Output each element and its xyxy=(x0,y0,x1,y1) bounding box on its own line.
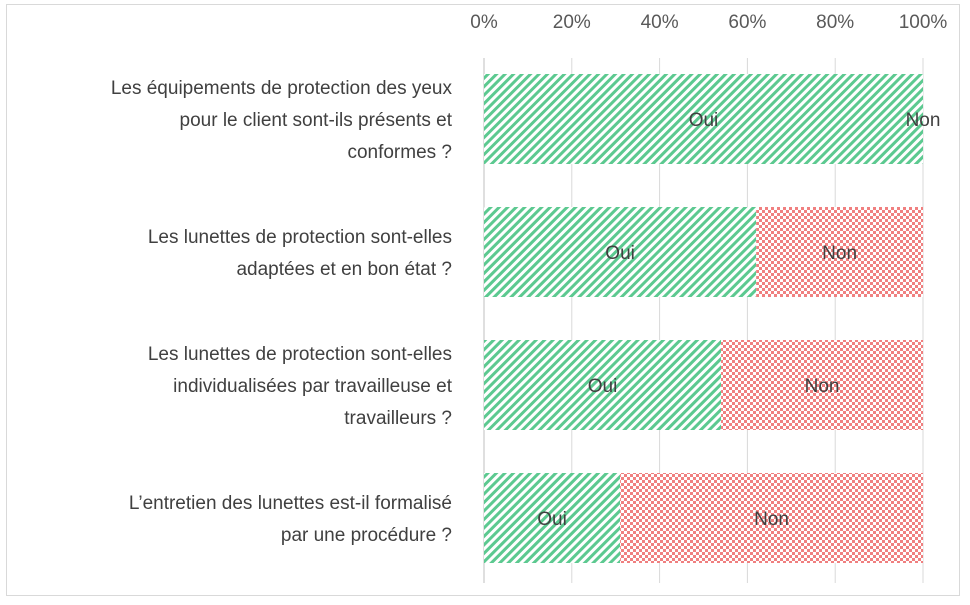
category-label: Les lunettes de protection sont-elles xyxy=(148,344,452,365)
data-label-oui: Oui xyxy=(605,243,635,264)
category-label: pour le client sont-ils présents et xyxy=(180,110,453,131)
data-label-non: Non xyxy=(822,243,857,264)
x-tick-label: 20% xyxy=(553,12,591,33)
category-label: adaptées et en bon état ? xyxy=(236,259,452,280)
data-label-oui: Oui xyxy=(588,376,618,397)
x-tick-label: 40% xyxy=(641,12,679,33)
bar-segment-oui xyxy=(484,74,923,164)
bar-segment-oui xyxy=(484,340,722,430)
category-labels: Les équipements de protection des yeux po… xyxy=(111,78,453,546)
category-label: L’entretien des lunettes est-il formalis… xyxy=(129,493,452,514)
bar-segment-non xyxy=(721,340,923,430)
category-label: travailleurs ? xyxy=(344,408,452,429)
data-labels: Oui Non Oui Non Oui Non Oui Non xyxy=(537,110,940,530)
category-label: conformes ? xyxy=(347,142,452,163)
x-axis: 0% 20% 40% 60% 80% 100% xyxy=(470,12,947,33)
data-label-non: Non xyxy=(906,110,941,131)
x-tick-label: 60% xyxy=(728,12,766,33)
data-label-oui: Oui xyxy=(689,110,719,131)
data-label-non: Non xyxy=(805,376,840,397)
category-label: individualisées par travailleuse et xyxy=(173,376,453,397)
category-label: Les équipements de protection des yeux xyxy=(111,78,453,99)
data-label-non: Non xyxy=(754,509,789,530)
bar-segment-non xyxy=(756,207,923,297)
x-tick-label: 0% xyxy=(470,12,498,33)
category-label: Les lunettes de protection sont-elles xyxy=(148,227,452,248)
bars xyxy=(484,74,923,563)
bar-segment-oui xyxy=(484,207,757,297)
x-tick-label: 100% xyxy=(899,12,948,33)
data-label-oui: Oui xyxy=(537,509,567,530)
bar-segment-non xyxy=(620,473,923,563)
category-label: par une procédure ? xyxy=(281,525,452,546)
x-tick-label: 80% xyxy=(816,12,854,33)
bar-segment-oui xyxy=(484,473,621,563)
